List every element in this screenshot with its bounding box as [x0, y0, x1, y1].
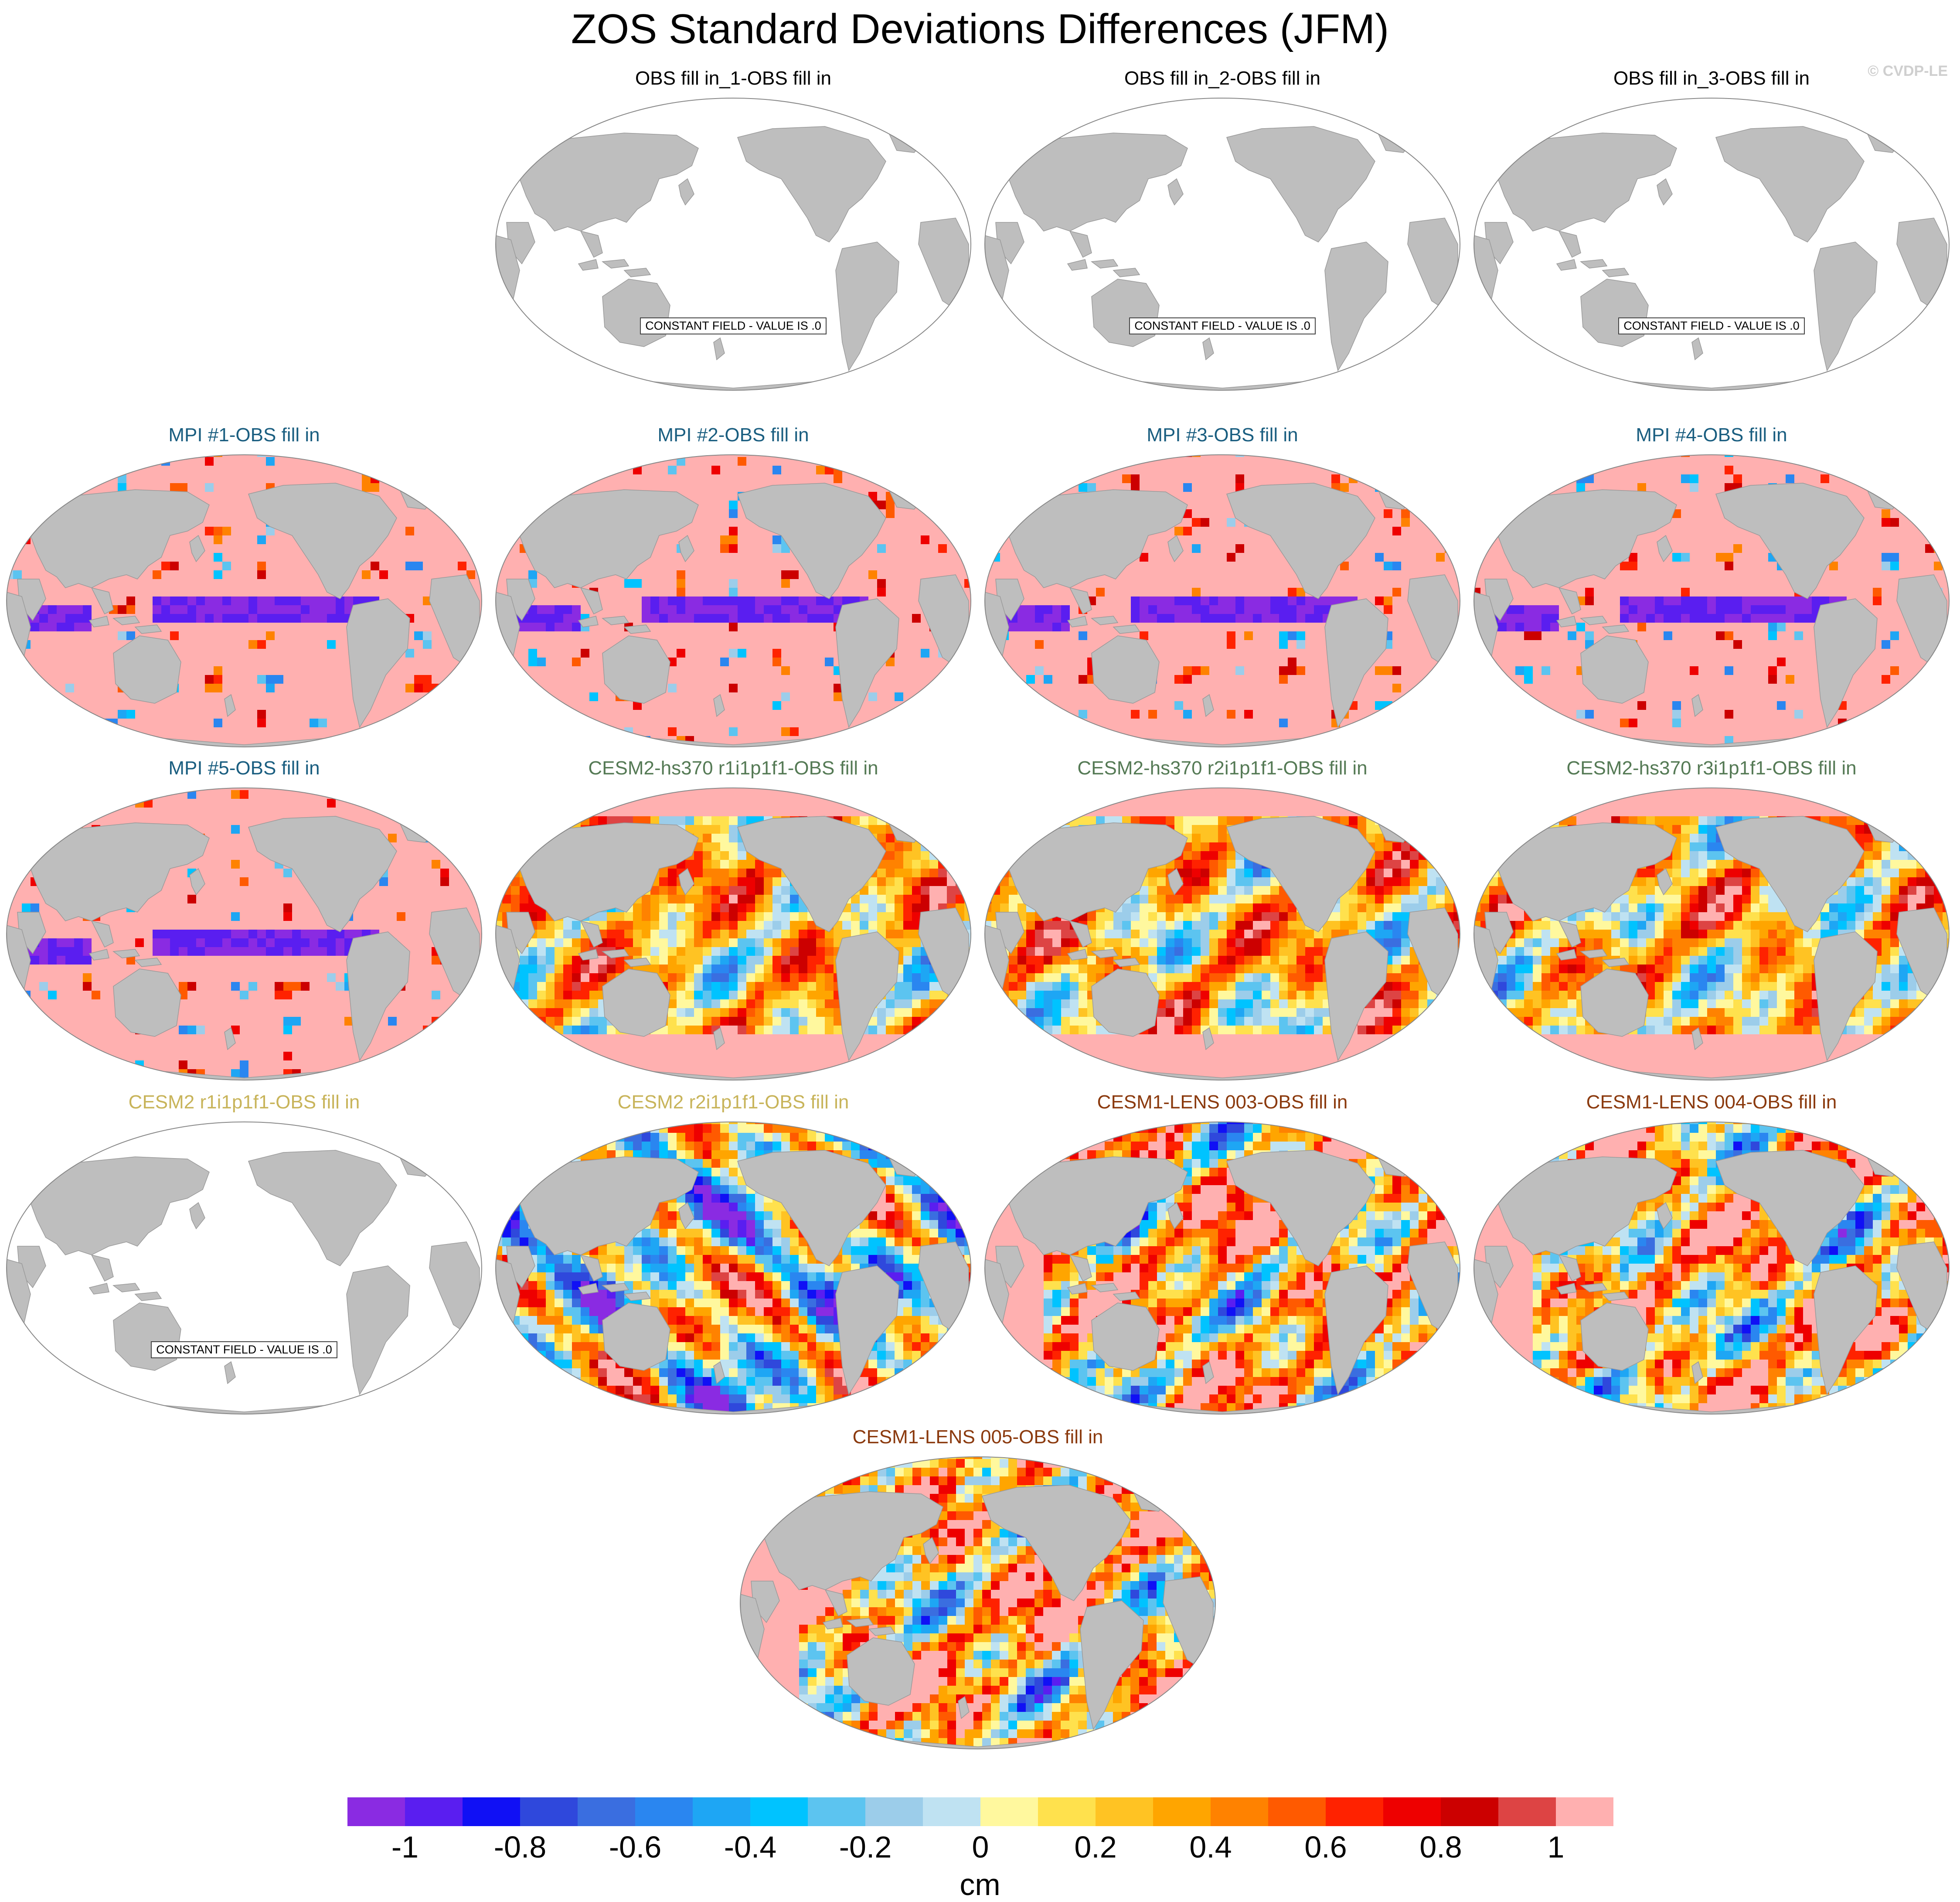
colorbar-tick-label: 0.8 [1419, 1830, 1462, 1865]
colorbar-swatch [693, 1797, 750, 1826]
map-c2r2 [493, 1115, 973, 1421]
anomaly-field [493, 1115, 973, 1421]
colorbar-swatch [1153, 1797, 1211, 1826]
map-panel-lens5: CESM1-LENS 005-OBS fill in [738, 1424, 1218, 1755]
colorbar-tick-label: -0.8 [494, 1830, 547, 1865]
colorbar-swatch [923, 1797, 980, 1826]
map-mpi5 [4, 781, 484, 1087]
panel-title: OBS fill in_3-OBS fill in [1472, 65, 1951, 92]
anomaly-field [738, 1450, 1218, 1755]
colorbar-tick-label: 0.6 [1304, 1830, 1347, 1865]
map-mpi4 [1472, 448, 1951, 753]
panel-title: CESM2-hs370 r3i1p1f1-OBS fill in [1472, 755, 1951, 781]
colorbar-swatch [1441, 1797, 1498, 1826]
panel-title: CESM2-hs370 r2i1p1f1-OBS fill in [983, 755, 1462, 781]
map-lens3 [983, 1115, 1462, 1421]
anomaly-field [1472, 448, 1951, 753]
colorbar-swatch [1268, 1797, 1326, 1826]
anomaly-field [4, 781, 484, 1087]
anomaly-field [1472, 781, 1951, 1087]
colorbar-tick-label: 0.2 [1074, 1830, 1116, 1865]
colorbar-tick-label: -1 [391, 1830, 419, 1865]
colorbar-swatch [578, 1797, 635, 1826]
map-panel-lens3: CESM1-LENS 003-OBS fill in [983, 1089, 1462, 1421]
map-panel-mpi1: MPI #1-OBS fill in [4, 422, 484, 753]
colorbar-swatch [1211, 1797, 1268, 1826]
colorbar-tick-label: -0.6 [609, 1830, 662, 1865]
map-hs1 [493, 781, 973, 1087]
anomaly-field [1472, 1115, 1951, 1421]
colorbar [347, 1797, 1613, 1826]
colorbar-swatch [405, 1797, 463, 1826]
anomaly-field [4, 448, 484, 753]
map-panel-c2r2: CESM2 r2i1p1f1-OBS fill in [493, 1089, 973, 1421]
panel-title: MPI #5-OBS fill in [4, 755, 484, 781]
colorbar-swatch [635, 1797, 693, 1826]
map-panel-mpi4: MPI #4-OBS fill in [1472, 422, 1951, 753]
colorbar-swatch [1096, 1797, 1153, 1826]
map-panel-hs2: CESM2-hs370 r2i1p1f1-OBS fill in [983, 755, 1462, 1087]
panel-title: OBS fill in_1-OBS fill in [493, 65, 973, 92]
map-mpi1 [4, 448, 484, 753]
colorbar-swatch [1038, 1797, 1096, 1826]
panel-title: OBS fill in_2-OBS fill in [983, 65, 1462, 92]
map-panel-mpi3: MPI #3-OBS fill in [983, 422, 1462, 753]
colorbar-tick-label: 1 [1548, 1830, 1565, 1865]
panel-title: CESM2 r1i1p1f1-OBS fill in [4, 1089, 484, 1115]
colorbar-swatch [1326, 1797, 1383, 1826]
colorbar-swatch [865, 1797, 923, 1826]
colorbar-swatch [1498, 1797, 1556, 1826]
map-mpi3 [983, 448, 1462, 753]
anomaly-field [983, 448, 1462, 753]
map-panel-hs1: CESM2-hs370 r1i1p1f1-OBS fill in [493, 755, 973, 1087]
anomaly-field [983, 781, 1462, 1087]
panel-title: CESM1-LENS 003-OBS fill in [983, 1089, 1462, 1115]
map-obs1 [493, 92, 973, 397]
panel-title: MPI #1-OBS fill in [4, 422, 484, 448]
panel-title: CESM1-LENS 004-OBS fill in [1472, 1089, 1951, 1115]
map-lens4 [1472, 1115, 1951, 1421]
anomaly-field [493, 781, 973, 1087]
map-obs3 [1472, 92, 1951, 397]
map-lens5 [738, 1450, 1218, 1755]
map-c2r1 [4, 1115, 484, 1421]
map-panel-lens4: CESM1-LENS 004-OBS fill in [1472, 1089, 1951, 1421]
map-obs2 [983, 92, 1462, 397]
colorbar-swatch [1556, 1797, 1613, 1826]
colorbar-swatch [1383, 1797, 1441, 1826]
colorbar-swatch [980, 1797, 1038, 1826]
colorbar-swatch [347, 1797, 405, 1826]
colorbar-swatch [808, 1797, 865, 1826]
panel-title: MPI #3-OBS fill in [983, 422, 1462, 448]
map-panel-mpi2: MPI #2-OBS fill in [493, 422, 973, 753]
map-hs3 [1472, 781, 1951, 1087]
map-panel-hs3: CESM2-hs370 r3i1p1f1-OBS fill in [1472, 755, 1951, 1087]
panel-title: CESM1-LENS 005-OBS fill in [738, 1424, 1218, 1450]
panel-title: CESM2-hs370 r1i1p1f1-OBS fill in [493, 755, 973, 781]
colorbar-tick-label: 0 [972, 1830, 989, 1865]
page-title: ZOS Standard Deviations Differences (JFM… [0, 5, 1960, 53]
colorbar-units: cm [0, 1867, 1960, 1902]
map-mpi2 [493, 448, 973, 753]
map-hs2 [983, 781, 1462, 1087]
anomaly-field [493, 448, 973, 753]
panel-title: MPI #2-OBS fill in [493, 422, 973, 448]
colorbar-tick-label: 0.4 [1189, 1830, 1232, 1865]
map-panel-mpi5: MPI #5-OBS fill in [4, 755, 484, 1087]
colorbar-swatch [750, 1797, 808, 1826]
panel-title: MPI #4-OBS fill in [1472, 422, 1951, 448]
anomaly-field [983, 1115, 1462, 1421]
panel-title: CESM2 r2i1p1f1-OBS fill in [493, 1089, 973, 1115]
colorbar-swatch [463, 1797, 520, 1826]
colorbar-tick-label: -0.4 [724, 1830, 777, 1865]
colorbar-tick-label: -0.2 [839, 1830, 892, 1865]
colorbar-swatch [520, 1797, 578, 1826]
